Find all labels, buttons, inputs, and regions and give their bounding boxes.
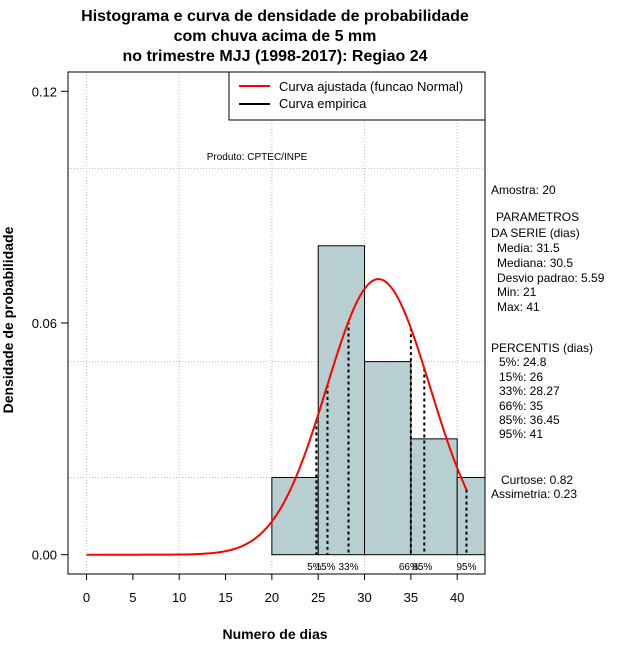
stats-percentil-5: 5%: 24.8 — [499, 355, 547, 369]
y-tick-label-1: 0.06 — [32, 316, 57, 331]
percentile-lines: 5%15% 33% 66%85% 95% — [307, 321, 477, 573]
stats-param-desvio: Desvio padrao: 5.59 — [497, 271, 605, 285]
chart-title-line-3: no trimestre MJJ (1998-2017): Regiao 24 — [122, 48, 427, 65]
percentile-label-2: 33% — [338, 562, 358, 573]
x-tick-label-20: 20 — [265, 590, 279, 605]
histogram-bar-2 — [364, 361, 412, 556]
x-tick-label-40: 40 — [450, 590, 464, 605]
stats-param-min: Min: 21 — [497, 285, 537, 299]
stats-percentil-15: 15%: 26 — [499, 370, 543, 384]
legend-box — [228, 71, 486, 121]
x-tick-label-10: 10 — [172, 590, 186, 605]
x-tick-label-35: 35 — [404, 590, 418, 605]
stats-curtose: Curtose: 0.82 — [501, 473, 573, 487]
normal-curve-line — [86, 278, 468, 556]
stats-params-heading-1: PARAMETROS — [496, 210, 579, 224]
stats-percentil-66: 66%: 35 — [499, 399, 543, 413]
histogram-bar-1 — [317, 245, 366, 556]
x-tick-label-15: 15 — [218, 590, 232, 605]
stats-percentil-85: 85%: 36.45 — [499, 413, 560, 427]
grid-lines — [68, 72, 485, 574]
stats-param-media: Media: 31.5 — [497, 241, 560, 255]
stats-param-max: Max: 41 — [497, 300, 540, 314]
chart-title-line-2: com chuva acima de 5 mm — [174, 28, 377, 45]
percentile-label-0: 5% — [307, 562, 322, 573]
stats-sample: Amostra: 20 — [491, 183, 556, 197]
y-axis-title: Densidade de probabilidade — [0, 226, 16, 413]
stats-percentil-95: 95%: 41 — [499, 427, 543, 441]
stats-percentil-33: 33%: 28.27 — [499, 384, 560, 398]
x-tick-label-30: 30 — [357, 590, 371, 605]
histogram-bars — [271, 245, 486, 556]
percentile-label-4: 85% — [412, 562, 432, 573]
x-tick-label-25: 25 — [311, 590, 325, 605]
percentile-label-5: 95% — [456, 562, 476, 573]
legend-label-normal: Curva ajustada (funcao Normal) — [279, 79, 463, 94]
histogram-bar-3 — [410, 438, 458, 556]
stats-assimetria: Assimetria: 0.23 — [491, 487, 577, 501]
stats-percentis-heading: PERCENTIS (dias) — [491, 341, 593, 355]
legend-label-empirical: Curva empirica — [279, 96, 367, 111]
x-tick-label-0: 0 — [83, 590, 90, 605]
stats-panel: Amostra: 20 PARAMETROS DA SERIE (dias) M… — [491, 183, 605, 501]
legend: Curva ajustada (funcao Normal) Curva emp… — [228, 71, 486, 121]
product-label: Produto: CPTEC/INPE — [207, 152, 308, 163]
y-tick-label-2: 0.12 — [32, 84, 57, 99]
histogram-bar-4 — [456, 476, 486, 556]
histogram-bar-0 — [271, 476, 319, 556]
percentile-label-3: 66% — [399, 562, 419, 573]
chart-title-line-1: Histograma e curva de densidade de proba… — [81, 8, 469, 25]
y-tick-label-0: 0.00 — [32, 548, 57, 563]
percentile-label-1: 15% — [315, 562, 335, 573]
stats-param-mediana: Mediana: 30.5 — [497, 256, 573, 270]
stats-params-heading-2: DA SERIE (dias) — [491, 226, 580, 240]
axes: 0 5 10 15 20 25 30 35 40 0.00 0.06 0.12 — [32, 84, 465, 605]
x-tick-label-5: 5 — [129, 590, 136, 605]
x-axis-title: Numero de dias — [222, 626, 327, 642]
